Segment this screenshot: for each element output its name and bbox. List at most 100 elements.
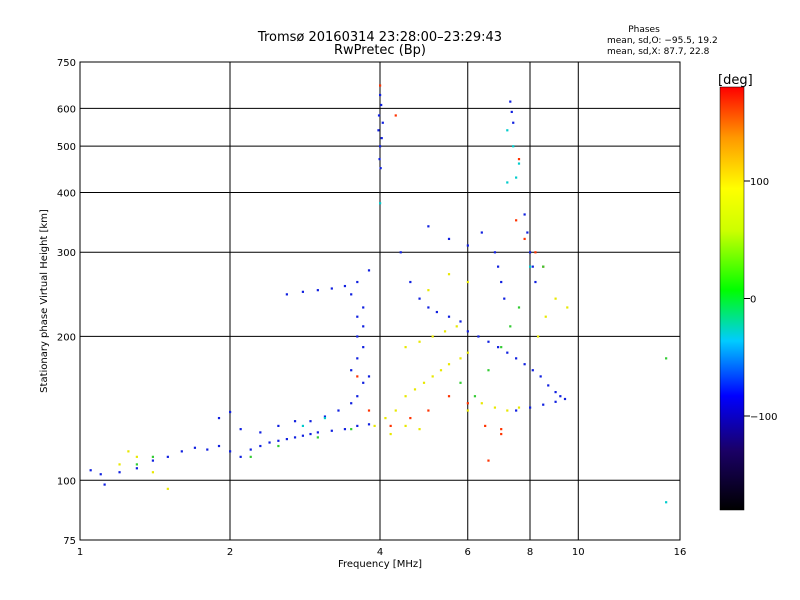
y-tick-label: 500 [57,142,76,153]
data-point [534,251,537,254]
colorbar-tick-label: 100 [750,177,769,188]
chart-subtitle: RwPretec (Bp) [334,43,426,58]
data-point [459,381,462,384]
data-point [277,439,280,442]
data-point [496,346,500,349]
data-point [259,431,262,434]
data-point [493,251,497,254]
data-point [367,409,371,412]
data-point [229,410,232,414]
data-point [509,100,512,103]
data-point [277,444,280,448]
data-point [523,363,526,366]
data-point [510,110,513,114]
data-point [500,428,503,431]
data-point [459,357,462,360]
x-tick-label: 4 [377,547,383,558]
data-point [356,375,359,378]
data-point [447,273,451,276]
data-point [259,444,262,448]
data-point [89,469,92,472]
y-axis-label: Stationary phase Virtual Height [km] [39,209,50,393]
data-point [301,424,305,428]
data-point [350,369,353,372]
data-point [379,167,382,170]
data-point [127,450,130,453]
y-tick-label: 400 [57,188,76,199]
data-point [500,432,503,436]
data-point [506,129,509,132]
data-point [404,424,407,428]
chart-title: Tromsø 20160314 23:28:00–23:29:43 [257,30,502,45]
y-tick-label: 75 [63,536,76,547]
data-point [285,293,288,296]
data-point [379,145,382,148]
x-tick-label: 10 [572,547,585,558]
data-point [665,357,668,360]
data-point [487,340,490,343]
data-point [466,351,469,354]
data-point [544,315,547,318]
data-point [477,335,480,338]
data-point [459,320,462,323]
data-point [554,400,557,403]
data-point [665,501,668,504]
data-point [343,428,347,431]
data-point [367,269,371,272]
data-point [316,289,319,292]
y-tick-label: 200 [57,332,76,343]
data-point [309,420,312,423]
colorbar-tick-label: −100 [750,412,777,423]
data-point [534,280,537,284]
data-point [418,428,421,431]
data-point [443,330,447,333]
data-point [362,306,365,309]
data-point [384,416,387,420]
data-point [418,340,421,343]
data-point [447,237,451,241]
data-point [309,432,312,436]
y-tick-label: 600 [57,104,76,115]
data-point [135,467,138,470]
data-point [517,306,521,309]
data-point [427,409,430,412]
data-point [217,444,221,448]
y-axis-ticks: 75 100 200 300 400 500 600 750 [57,58,76,547]
y-tick-label: 300 [57,248,76,259]
data-point [480,231,483,234]
data-point [118,463,121,466]
data-point [529,265,532,268]
data-point [409,416,412,420]
data-point [367,423,371,426]
data-point [268,441,271,444]
data-point [523,237,526,241]
data-point [447,363,451,366]
data-point [229,450,232,453]
data-point [356,424,359,428]
data-point [447,315,451,318]
data-point [394,114,397,117]
x-axis-ticks: 1 2 4 6 8 10 16 [77,547,687,558]
data-point [350,428,353,431]
data-point [500,346,503,349]
data-point [435,310,438,314]
data-point [431,335,434,338]
data-point [379,84,382,87]
x-axis-label: Frequency [MHz] [338,559,422,570]
data-point [377,114,381,117]
data-point [193,446,197,449]
data-point [362,325,365,328]
data-point [496,265,500,268]
data-point [166,455,169,458]
stats-line-x: mean, sd,X: 87.7, 22.8 [607,47,710,57]
data-point [380,103,383,107]
data-point [293,420,297,423]
data-point [517,158,521,161]
data-point [373,424,376,428]
data-point [554,390,557,394]
x-tick-label: 2 [227,547,233,558]
data-point [466,409,469,412]
data-point [151,471,155,474]
data-point [431,375,434,378]
colorbar [719,86,745,511]
